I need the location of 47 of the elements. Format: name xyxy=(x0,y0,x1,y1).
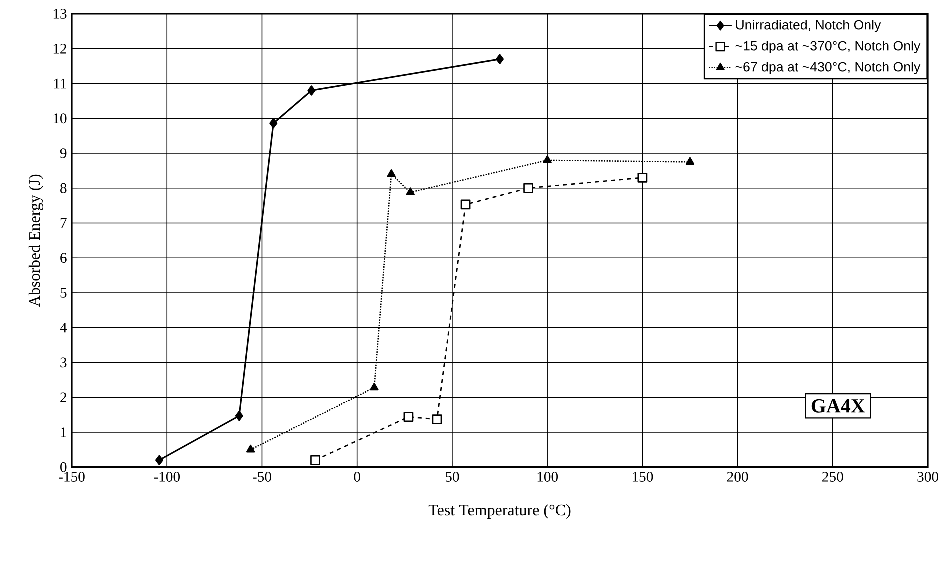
y-tick-label: 0 xyxy=(60,462,67,472)
point xyxy=(246,444,256,453)
point xyxy=(638,172,648,183)
y-tick-label: 8 xyxy=(60,183,67,194)
x-tick-label: 50 xyxy=(446,472,460,482)
y-tick-label: 13 xyxy=(54,9,67,19)
legend-label: ~67 dpa at ~430°C, Notch Only xyxy=(736,62,921,74)
x-tick-label: -150 xyxy=(59,472,85,482)
x-tick-label: -100 xyxy=(154,472,180,482)
y-tick-label: 12 xyxy=(54,44,66,54)
point xyxy=(308,86,316,96)
point xyxy=(543,156,552,164)
y-tick-label: 9 xyxy=(60,148,67,158)
x-tick-label: 250 xyxy=(822,472,844,482)
point xyxy=(404,412,414,422)
y-tick-label: 1 xyxy=(61,428,66,438)
point xyxy=(686,157,695,166)
point xyxy=(156,455,164,466)
y-tick-label: 4 xyxy=(60,323,68,333)
point xyxy=(524,183,534,194)
x-tick-label: -50 xyxy=(252,472,272,482)
point xyxy=(406,188,415,196)
legend-label: ~15 dpa at ~370°C, Notch Only xyxy=(736,40,921,54)
y-tick-label: 6 xyxy=(60,253,67,264)
y-tick-label: 2 xyxy=(60,392,66,402)
point xyxy=(387,169,396,178)
annotation: GA4X xyxy=(812,399,866,413)
point xyxy=(460,200,471,210)
legend-label: Unirradiated, Notch Only xyxy=(736,20,882,32)
point xyxy=(235,411,244,422)
point xyxy=(496,54,504,64)
point xyxy=(432,414,442,424)
x-tick-label: 0 xyxy=(354,472,360,482)
point xyxy=(310,455,320,466)
y-tick-label: 10 xyxy=(54,114,67,124)
y-tick-label: 5 xyxy=(60,288,67,298)
x-tick-label: 300 xyxy=(918,472,938,482)
y-tick-label: 11 xyxy=(54,78,66,89)
point xyxy=(370,382,379,391)
x-tick-label: 100 xyxy=(538,472,558,482)
x-axis-title: Test Temperature (°C) xyxy=(428,504,571,519)
point xyxy=(270,118,278,129)
y-axis-title: Absorbed Energy (J) xyxy=(28,174,44,308)
y-tick-label: 7 xyxy=(60,218,67,228)
x-tick-label: 150 xyxy=(632,472,654,482)
y-tick-label: 3 xyxy=(60,358,67,368)
x-tick-label: 200 xyxy=(727,472,748,482)
